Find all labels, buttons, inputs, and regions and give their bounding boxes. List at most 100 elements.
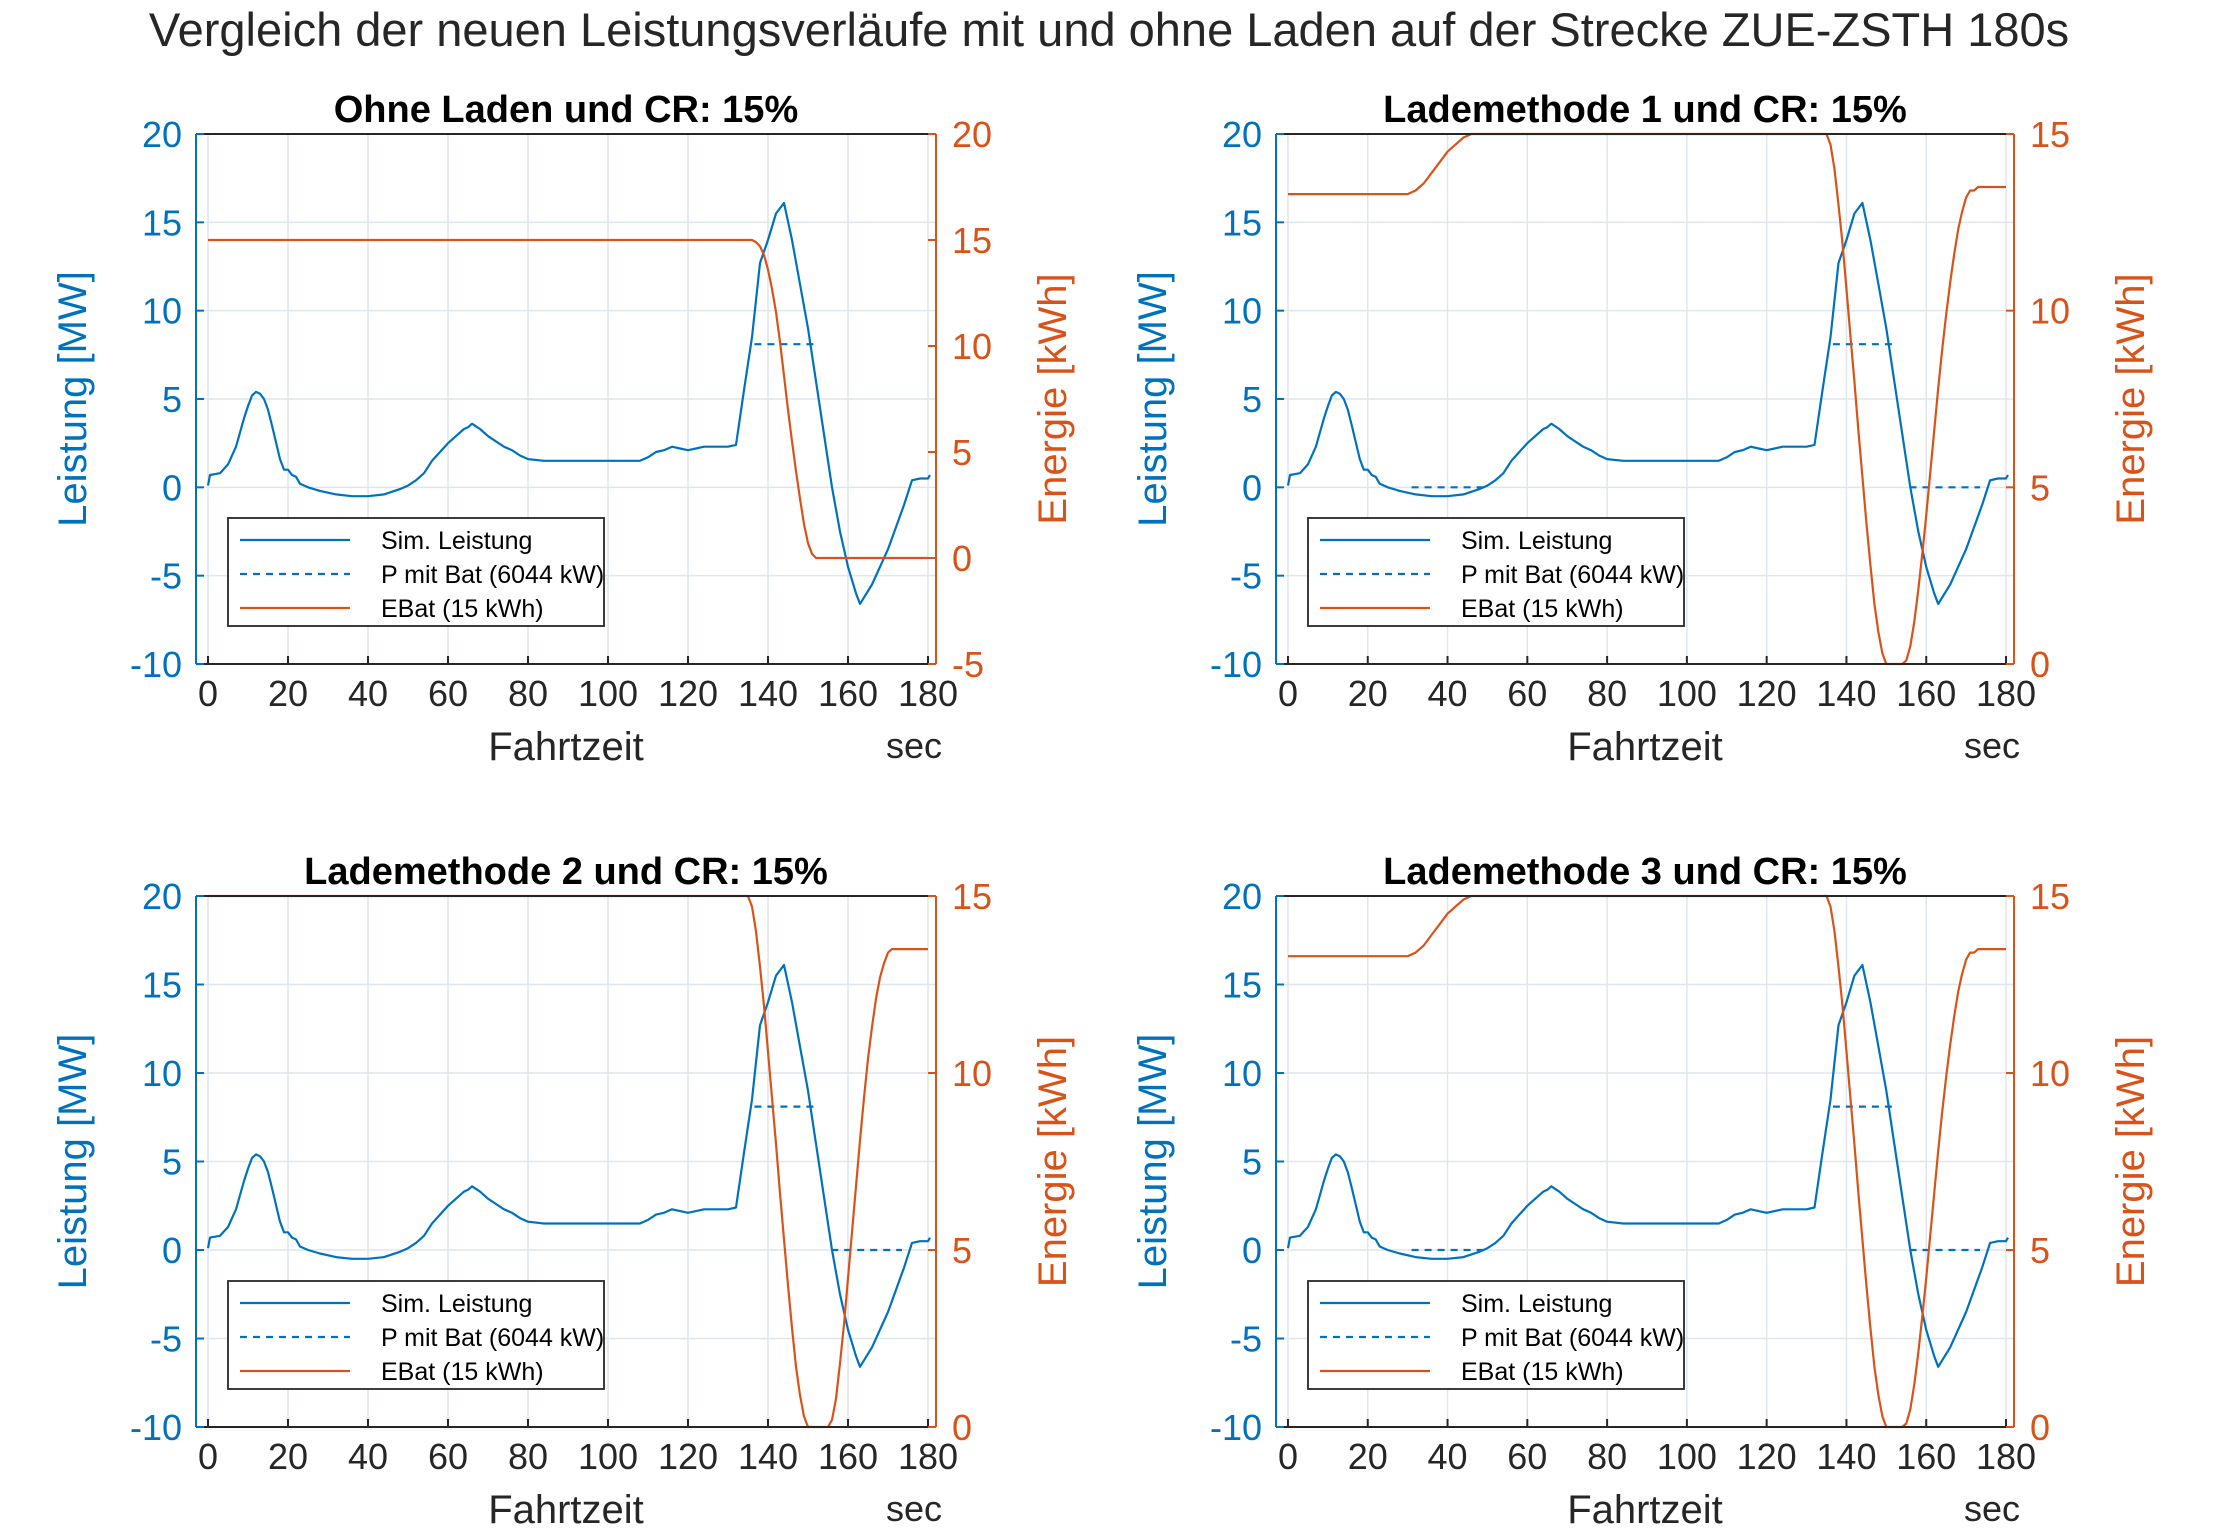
- right-y-tick-label: 0: [2030, 1407, 2050, 1448]
- series-line-3: [208, 238, 928, 560]
- right-y-tick-label: 0: [952, 538, 972, 579]
- left-y-tick-label: 10: [1222, 291, 1262, 332]
- left-y-tick-label: 15: [142, 202, 182, 243]
- x-tick-label: 160: [1896, 673, 1956, 714]
- legend-entry-1: Sim. Leistung: [381, 1290, 532, 1318]
- legend-entry-2: P mit Bat (6044 kW): [1461, 561, 1684, 589]
- right-y-tick-label: 15: [2030, 876, 2070, 917]
- left-y-tick-label: 5: [1242, 379, 1262, 420]
- legend-entry-3: EBat (15 kWh): [1461, 595, 1624, 623]
- x-axis-label: Fahrtzeit: [1567, 725, 1723, 769]
- right-y-tick-label: 0: [952, 1407, 972, 1448]
- x-tick-label: 100: [1657, 1436, 1717, 1477]
- x-tick-label: 40: [1428, 1436, 1468, 1477]
- left-y-tick-label: 15: [142, 965, 182, 1006]
- x-tick-label: 60: [428, 673, 468, 714]
- x-tick-label: 0: [1278, 673, 1298, 714]
- left-y-tick-label: 0: [1242, 1230, 1262, 1271]
- x-tick-label: 180: [1976, 673, 2036, 714]
- x-tick-label: 180: [898, 673, 958, 714]
- series-line-1: [1286, 963, 2009, 1368]
- legend-entry-2: P mit Bat (6044 kW): [381, 1324, 604, 1352]
- x-tick-label: 80: [508, 673, 548, 714]
- right-y-tick-label: 10: [952, 326, 992, 367]
- legend-entry-2: P mit Bat (6044 kW): [381, 561, 604, 589]
- x-tick-label: 80: [1587, 1436, 1627, 1477]
- x-axis-label: Fahrtzeit: [488, 1488, 644, 1532]
- right-y-axis-label: Energie [kWh]: [2109, 1036, 2153, 1287]
- left-y-axis-label: Leistung [MW]: [51, 1034, 95, 1290]
- x-tick-label: 80: [1587, 673, 1627, 714]
- right-y-tick-label: 5: [952, 1230, 972, 1271]
- legend-entry-1: Sim. Leistung: [1461, 527, 1612, 555]
- x-tick-label: 20: [1348, 673, 1388, 714]
- x-tick-label: 120: [658, 673, 718, 714]
- x-tick-label: 20: [268, 1436, 308, 1477]
- right-y-tick-label: 10: [952, 1053, 992, 1094]
- legend: Sim. Leistung P mit Bat (6044 kW) EBat (15…: [1307, 517, 1685, 627]
- x-axis-label: Fahrtzeit: [488, 725, 644, 769]
- x-tick-label: 40: [348, 673, 388, 714]
- left-y-tick-label: 5: [1242, 1142, 1262, 1183]
- legend-entry-3: EBat (15 kWh): [381, 595, 544, 623]
- series-line-2: [1411, 343, 1981, 489]
- series-line-1: [1286, 201, 2009, 605]
- left-y-tick-label: 5: [162, 379, 182, 420]
- legend: Sim. Leistung P mit Bat (6044 kW) EBat (15…: [227, 517, 605, 627]
- right-y-tick-label: -5: [952, 644, 984, 685]
- x-tick-label: 140: [738, 1436, 798, 1477]
- series-line-2: [754, 1105, 902, 1252]
- chart-title: Lademethode 3 und CR: 15%: [1383, 851, 1907, 893]
- x-tick-label: 60: [1507, 1436, 1547, 1477]
- left-y-tick-label: -10: [130, 644, 182, 685]
- x-tick-label: 60: [1507, 673, 1547, 714]
- right-y-axis-label: Energie [kWh]: [1031, 1036, 1075, 1287]
- left-y-tick-label: 10: [1222, 1053, 1262, 1094]
- right-y-tick-label: 10: [2030, 291, 2070, 332]
- right-y-tick-label: 5: [952, 432, 972, 473]
- x-tick-label: 120: [658, 1436, 718, 1477]
- legend-entry-1: Sim. Leistung: [381, 527, 532, 555]
- left-y-tick-label: 20: [142, 114, 182, 155]
- x-tick-label: 100: [578, 1436, 638, 1477]
- left-y-tick-label: -5: [1230, 1319, 1262, 1360]
- x-tick-label: 120: [1737, 1436, 1797, 1477]
- x-tick-label: 0: [198, 673, 218, 714]
- right-y-tick-label: 5: [2030, 1230, 2050, 1271]
- chart-title: Ohne Laden und CR: 15%: [334, 89, 798, 131]
- left-y-tick-label: 15: [1222, 202, 1262, 243]
- series-line-1: [206, 201, 931, 605]
- left-y-tick-label: 10: [142, 291, 182, 332]
- x-axis-unit: sec: [886, 1488, 942, 1529]
- legend: Sim. Leistung P mit Bat (6044 kW) EBat (15…: [1307, 1280, 1685, 1390]
- figure-suptitle: Vergleich der neuen Leistungsverläufe mi…: [148, 3, 2070, 56]
- legend-entry-3: EBat (15 kWh): [381, 1358, 544, 1386]
- x-axis-unit: sec: [886, 725, 942, 766]
- left-y-tick-label: 0: [162, 467, 182, 508]
- legend-entry-1: Sim. Leistung: [1461, 1290, 1612, 1318]
- x-tick-label: 140: [738, 673, 798, 714]
- x-tick-label: 40: [348, 1436, 388, 1477]
- x-axis-unit: sec: [1964, 1488, 2020, 1529]
- left-y-tick-label: 5: [162, 1142, 182, 1183]
- x-tick-label: 120: [1737, 673, 1797, 714]
- left-y-axis-label: Leistung [MW]: [1131, 1034, 1175, 1290]
- left-y-tick-label: -10: [1210, 644, 1262, 685]
- x-tick-label: 0: [1278, 1436, 1298, 1477]
- chart-panel-3: 0 20 40 60 80 100 120 140 160 180 -10 -5 0 5 10 15 20 0 5 1…: [51, 851, 1075, 1532]
- left-y-tick-label: 20: [142, 876, 182, 917]
- legend: Sim. Leistung P mit Bat (6044 kW) EBat (15…: [227, 1280, 605, 1390]
- x-tick-label: 140: [1816, 673, 1876, 714]
- left-y-axis-label: Leistung [MW]: [1131, 271, 1175, 527]
- left-y-tick-label: 20: [1222, 114, 1262, 155]
- left-y-tick-label: -10: [1210, 1407, 1262, 1448]
- chart-title: Lademethode 2 und CR: 15%: [304, 851, 828, 893]
- x-tick-label: 0: [198, 1436, 218, 1477]
- chart-panel-1: 0 20 40 60 80 100 120 140 160 180 -10 -5 0 5 10 15 20 -5 0…: [51, 89, 1075, 769]
- left-y-tick-label: 10: [142, 1053, 182, 1094]
- x-tick-label: 160: [818, 1436, 878, 1477]
- series-line-3: [208, 894, 928, 1429]
- x-tick-label: 100: [1657, 673, 1717, 714]
- x-tick-label: 140: [1816, 1436, 1876, 1477]
